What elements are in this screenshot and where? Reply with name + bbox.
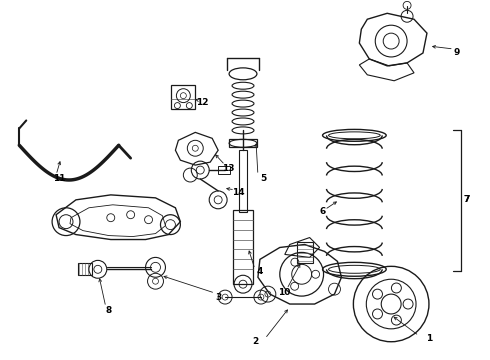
Text: 2: 2 [252,337,258,346]
Text: 10: 10 [278,288,290,297]
Bar [78,264,92,275]
Text: 7: 7 [464,195,470,204]
Text: 13: 13 [222,163,234,172]
Text: 9: 9 [454,49,460,58]
Text: 6: 6 [319,207,326,216]
Text: 14: 14 [232,188,245,197]
Bar [172,85,196,109]
Text: 5: 5 [260,174,266,183]
Text: 8: 8 [106,306,112,315]
Bar [239,150,247,212]
Bar [218,166,230,174]
Bar [229,139,257,147]
Bar [233,210,253,284]
Text: 7: 7 [464,195,470,204]
Text: 1: 1 [426,334,432,343]
Text: 4: 4 [257,267,263,276]
Text: 12: 12 [196,98,208,107]
Bar [297,242,313,264]
Text: 3: 3 [215,293,221,302]
Text: 11: 11 [53,174,65,183]
